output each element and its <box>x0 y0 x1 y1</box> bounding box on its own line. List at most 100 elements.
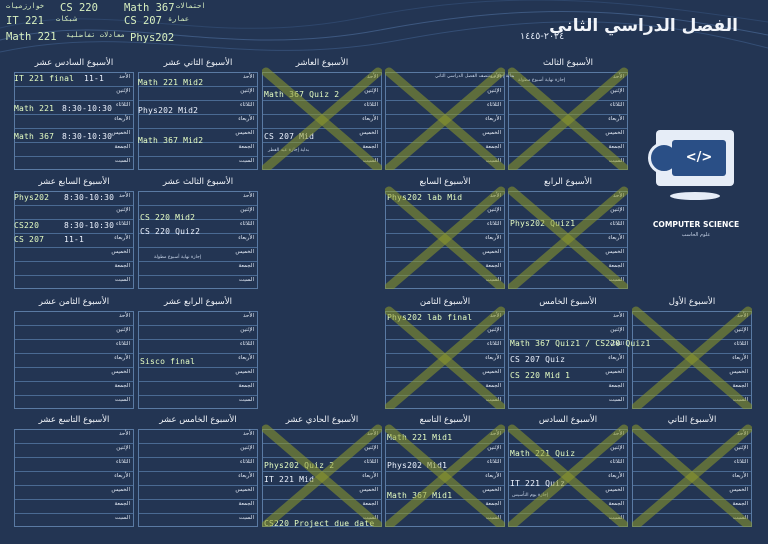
week-title: الأسبوع الثاني عشر <box>163 58 233 68</box>
day-row: الأحد <box>633 312 751 326</box>
day-label: الأربعاء <box>114 355 130 361</box>
day-label: السبت <box>114 515 130 521</box>
day-label: الأحد <box>119 313 130 319</box>
day-label: الأربعاء <box>238 355 254 361</box>
day-label: الثلاثاء <box>487 341 501 347</box>
day-label: الخميس <box>605 487 624 493</box>
calendar-entry: Phys202 Quiz 2 <box>264 461 335 470</box>
calendar-note: إجازة نهاية أسبوع مطولة <box>518 78 566 83</box>
day-label: السبت <box>608 397 624 403</box>
day-row: الجمعة <box>15 262 133 276</box>
day-label: الثلاثاء <box>487 459 501 465</box>
day-row: الأربعاء <box>263 115 381 129</box>
day-label: الثلاثاء <box>240 459 254 465</box>
week-day-grid: الأحد الإثنين الثلاثاء الأربعاء الخميس الجمعة… <box>508 429 628 527</box>
day-label: الإثنين <box>240 88 254 94</box>
day-row: الثلاثاء <box>15 458 133 472</box>
week-w2: الأسبوع الثاني الأحد الإثنين الثلاثاء الأربع… <box>632 415 752 527</box>
day-label: السبت <box>238 397 254 403</box>
day-label: الخميس <box>111 369 130 375</box>
day-row: الإثنين <box>509 326 627 340</box>
calendar-entry: CS220 Project due date <box>264 519 375 528</box>
day-row: السبت <box>139 157 257 171</box>
week-w14: الأسبوع الرابع عشر الأحد الإثنين الثلاثاء ال… <box>138 297 258 409</box>
day-label: الثلاثاء <box>610 459 624 465</box>
day-label: السبت <box>114 277 130 283</box>
day-row: الأحد <box>633 430 751 444</box>
week-w11: الأسبوع الحادي عشر الأحد الإثنين الثلاثاء ال… <box>262 415 382 528</box>
week-title: الأسبوع العاشر <box>295 58 349 68</box>
day-row: السبت <box>509 514 627 528</box>
week-day-grid: الأحد الإثنين الثلاثاء الأربعاء الخميس الجمعة… <box>632 429 752 527</box>
day-row: الجمعة <box>509 262 627 276</box>
day-label: الخميس <box>605 249 624 255</box>
calendar-entry: CS 220 Mid 1 <box>510 371 571 380</box>
week-title: الأسبوع السابع عشر <box>38 177 110 187</box>
day-label: الإثنين <box>610 445 624 451</box>
legend-item-sub: معادلات تفاضلية <box>66 31 126 39</box>
day-row: الخميس <box>509 368 627 382</box>
week-day-grid: الأحد الإثنين الثلاثاء الأربعاء الخميس الجمعة… <box>138 429 258 527</box>
day-row: الخميس <box>386 248 504 262</box>
day-row: السبت <box>509 396 627 410</box>
day-row: السبت <box>386 157 504 171</box>
day-row: الأحد <box>509 312 627 326</box>
day-label: السبت <box>485 158 501 164</box>
day-row: الأربعاء <box>139 472 257 486</box>
day-label: الجمعة <box>362 501 378 507</box>
week-title: الأسبوع الأول <box>668 297 716 307</box>
day-label: الخميس <box>111 130 130 136</box>
day-label: الجمعة <box>485 383 501 389</box>
day-label: الخميس <box>605 369 624 375</box>
week-title: الأسبوع التاسع عشر <box>38 415 110 425</box>
day-row: الإثنين <box>263 444 381 458</box>
day-label: الخميس <box>729 369 748 375</box>
day-row: الثلاثاء <box>386 101 504 115</box>
day-label: الأحد <box>119 431 130 437</box>
day-row: الخميس <box>509 129 627 143</box>
day-row: السبت <box>15 396 133 410</box>
day-label: الجمعة <box>732 383 748 389</box>
day-label: الإثنين <box>487 207 501 213</box>
day-label: الجمعة <box>238 383 254 389</box>
day-row: الخميس <box>139 368 257 382</box>
day-label: الأحد <box>367 431 378 437</box>
day-label: الأحد <box>243 431 254 437</box>
week-day-grid: الأحد الإثنين الثلاثاء الأربعاء الخميس الجمعة… <box>508 72 628 170</box>
calendar-entry: CS 207 Quiz <box>510 355 566 364</box>
day-label: السبت <box>238 515 254 521</box>
day-row: الخميس <box>509 248 627 262</box>
week-title: الأسبوع الثامن <box>419 297 471 307</box>
day-row: الخميس <box>15 486 133 500</box>
day-row: الجمعة <box>139 500 257 514</box>
week-day-grid: الأحد الإثنين الثلاثاء الأربعاء الخميس الجمعة… <box>14 191 134 289</box>
calendar-entry: CS 220 Mid2 <box>140 213 196 222</box>
day-label: الأربعاء <box>238 116 254 122</box>
day-row: السبت <box>139 396 257 410</box>
logo-base <box>670 192 720 200</box>
day-label: الثلاثاء <box>240 102 254 108</box>
day-label: الجمعة <box>114 144 130 150</box>
calendar-entry: Phys202 lab Mid <box>387 193 463 202</box>
day-row: الإثنين <box>15 444 133 458</box>
day-label: السبت <box>608 158 624 164</box>
day-label: الثلاثاء <box>116 102 130 108</box>
week-day-grid: الأحد الإثنين الثلاثاء الأربعاء الخميس الجمعة… <box>385 429 505 527</box>
day-row: الأحد <box>509 192 627 206</box>
week-day-grid: الأحد الإثنين الثلاثاء الأربعاء الخميس الجمعة… <box>14 429 134 527</box>
page-title: الفصل الدراسي الثاني <box>549 16 738 36</box>
day-row: السبت <box>139 276 257 290</box>
day-label: الخميس <box>359 487 378 493</box>
day-label: الخميس <box>359 130 378 136</box>
day-row: الجمعة <box>509 500 627 514</box>
day-row: الأحد <box>263 430 381 444</box>
day-label: الأربعاء <box>114 473 130 479</box>
day-row: الإثنين <box>15 326 133 340</box>
week-w10: الأسبوع العاشر الأحد الإثنين الثلاثاء الأربع… <box>262 58 382 170</box>
day-row: الأربعاء <box>15 234 133 248</box>
day-row: الثلاثاء <box>15 220 133 234</box>
calendar-entry: Math 367 Mid1 <box>387 491 453 500</box>
day-label: الأحد <box>243 74 254 80</box>
day-row: الجمعة <box>386 382 504 396</box>
calendar-entry: Math 367 Quiz 2 <box>264 90 340 99</box>
